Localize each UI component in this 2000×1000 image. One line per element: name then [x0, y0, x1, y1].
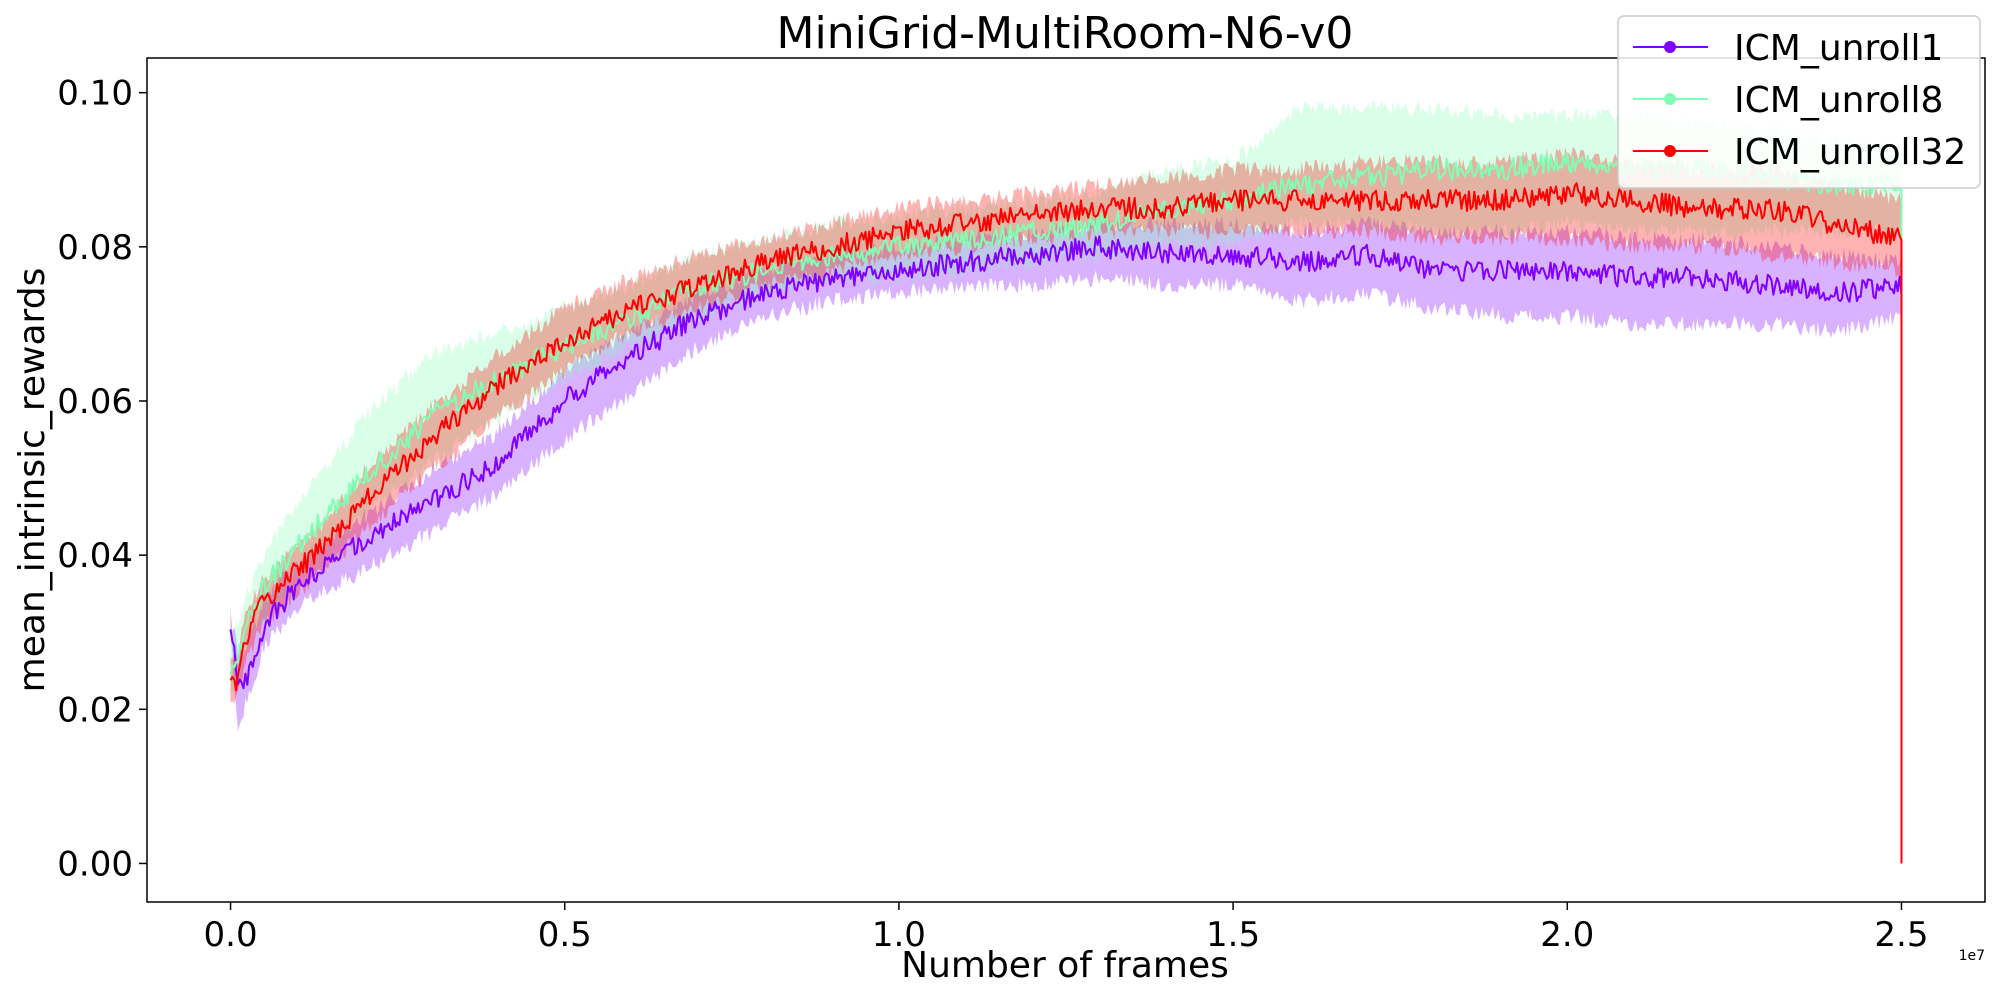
x-axis: 0.0 0.5 1.0 1.5 2.0 2.5	[204, 902, 1928, 955]
y-axis-title: mean_intrinsic_rewards	[12, 268, 53, 693]
y-tick-label: 0.02	[57, 690, 133, 730]
legend-marker-ICM_unroll1	[1664, 41, 1676, 53]
x-tick-label: 1.0	[872, 915, 926, 955]
band-ICM_unroll32	[230, 146, 1902, 704]
legend-marker-ICM_unroll8	[1664, 93, 1676, 105]
y-tick-label: 0.06	[57, 382, 133, 422]
y-axis: 0.00 0.02 0.04 0.06 0.08 0.10	[57, 74, 147, 884]
legend-label-ICM_unroll8: ICM_unroll8	[1734, 80, 1943, 121]
y-tick-label: 0.08	[57, 228, 133, 268]
x-tick-label: 1.5	[1206, 915, 1260, 955]
y-tick-label: 0.00	[57, 844, 133, 884]
x-offset-label: 1e7	[1959, 948, 1985, 964]
legend-label-ICM_unroll32: ICM_unroll32	[1734, 132, 1966, 173]
line-ICM_unroll1	[229, 235, 1903, 864]
x-tick-label: 0.5	[538, 915, 592, 955]
chart-title: MiniGrid-MultiRoom-N6-v0	[777, 8, 1354, 59]
y-tick-label: 0.10	[57, 74, 133, 114]
line-ICM_unroll32	[229, 182, 1903, 864]
legend-label-ICM_unroll1: ICM_unroll1	[1734, 28, 1943, 69]
y-tick-label: 0.04	[57, 536, 133, 576]
legend-box	[1617, 15, 1981, 189]
plot-frame	[146, 57, 1986, 903]
x-tick-label: 2.0	[1540, 915, 1594, 955]
legend[interactable]: ICM_unroll1 ICM_unroll8 ICM_unroll32	[1617, 15, 1981, 189]
band-ICM_unroll8	[230, 99, 1902, 864]
x-axis-title: Number of frames	[901, 945, 1229, 986]
confidence-bands	[230, 99, 1902, 864]
band-ICM_unroll1	[230, 215, 1902, 732]
legend-marker-ICM_unroll32	[1664, 145, 1676, 157]
x-tick-label: 2.5	[1874, 915, 1928, 955]
x-tick-label: 0.0	[204, 915, 258, 955]
